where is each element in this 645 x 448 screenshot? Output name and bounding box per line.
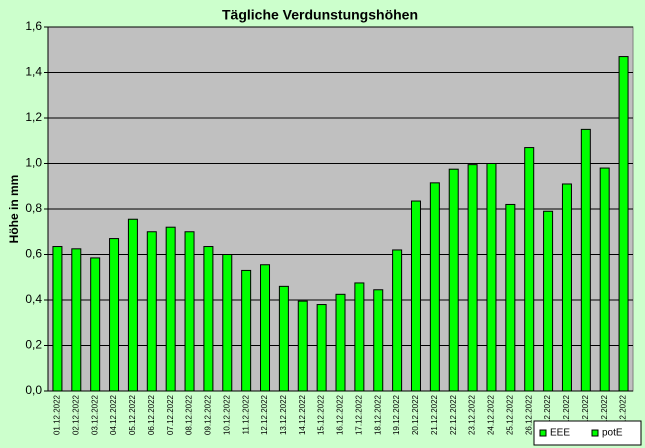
bar [354, 282, 365, 392]
x-tick-label: 15.12.2022 [317, 394, 326, 435]
x-tick-label: 04.12.2022 [109, 394, 118, 435]
x-tick-label: 30.12.2022 [600, 394, 609, 435]
x-tick-label: 24.12.2022 [487, 394, 496, 435]
y-tick-label: 0,8 [25, 201, 42, 215]
x-tick-label: 29.12.2022 [581, 394, 590, 435]
legend-label: EEE [550, 428, 570, 439]
bar [410, 200, 421, 392]
bar [543, 210, 554, 392]
x-tick-label: 02.12.2022 [71, 394, 80, 435]
x-tick-label: 09.12.2022 [204, 394, 213, 435]
y-axis-label: Höhe in mm [7, 175, 21, 244]
x-tick-label: 23.12.2022 [468, 394, 477, 435]
bar [505, 203, 516, 392]
bar [127, 218, 138, 392]
bar [316, 304, 327, 392]
bar [429, 182, 440, 392]
y-tick-label: 1,4 [25, 65, 42, 79]
x-tick-label: 31.12.2022 [619, 394, 628, 435]
chart-title: Tägliche Verdunstungshöhen [222, 7, 418, 23]
bar [90, 257, 101, 392]
x-tick-label: 06.12.2022 [147, 394, 156, 435]
bar [222, 254, 233, 392]
x-tick-label: 13.12.2022 [279, 394, 288, 435]
x-tick-label: 12.12.2022 [260, 394, 269, 435]
x-tick-label: 25.12.2022 [505, 394, 514, 435]
legend-box [533, 420, 642, 446]
x-tick-label: 18.12.2022 [373, 394, 382, 435]
bar [524, 147, 535, 392]
bar [109, 238, 120, 392]
x-tick-label: 19.12.2022 [392, 394, 401, 435]
bar [580, 128, 591, 392]
legend-swatch [539, 429, 547, 437]
bar [335, 293, 346, 392]
y-tick-label: 0,6 [25, 247, 42, 261]
x-tick-label: 11.12.2022 [241, 394, 250, 434]
x-tick-label: 03.12.2022 [90, 394, 99, 435]
bar [599, 167, 610, 392]
x-tick-label: 28.12.2022 [562, 394, 571, 435]
bar [561, 183, 572, 392]
y-tick-label: 0,2 [25, 338, 42, 352]
bar [467, 164, 478, 392]
y-tick-label: 0,4 [25, 292, 42, 306]
x-tick-label: 08.12.2022 [185, 394, 194, 435]
legend-swatch [591, 429, 599, 437]
bar [146, 231, 157, 392]
bar [392, 249, 403, 392]
y-tick-label: 1,0 [25, 156, 42, 170]
x-tick-label: 16.12.2022 [336, 394, 345, 435]
x-tick-label: 07.12.2022 [166, 394, 175, 435]
bar [373, 289, 384, 392]
y-tick-label: 0,0 [25, 383, 42, 397]
bar [486, 163, 497, 392]
x-tick-label: 14.12.2022 [298, 394, 307, 435]
bar [260, 264, 271, 392]
bar [52, 246, 63, 392]
bar [278, 285, 289, 392]
x-tick-label: 27.12.2022 [543, 394, 552, 435]
bar [165, 226, 176, 392]
legend-label: potE [602, 428, 623, 439]
bar [184, 231, 195, 392]
bar [448, 168, 459, 392]
x-tick-label: 10.12.2022 [222, 394, 231, 435]
bar [203, 246, 214, 392]
x-tick-label: 17.12.2022 [354, 394, 363, 435]
y-tick-label: 1,6 [25, 19, 42, 33]
bar [71, 248, 82, 392]
x-tick-label: 22.12.2022 [449, 394, 458, 435]
y-tick-label: 1,2 [25, 110, 42, 124]
x-tick-label: 05.12.2022 [128, 394, 137, 435]
bar [618, 56, 629, 392]
x-tick-label: 01.12.2022 [53, 394, 62, 435]
bar [241, 269, 252, 392]
x-tick-label: 26.12.2022 [524, 394, 533, 435]
x-tick-label: 20.12.2022 [411, 394, 420, 435]
x-tick-label: 21.12.2022 [430, 394, 439, 435]
bar [297, 300, 308, 392]
